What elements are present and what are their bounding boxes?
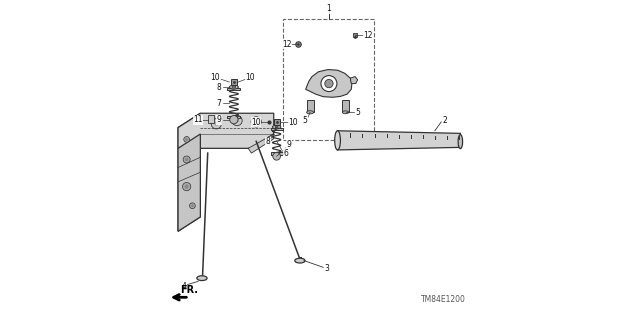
Bar <box>284 19 374 140</box>
Circle shape <box>183 156 190 163</box>
Text: 10: 10 <box>246 73 255 82</box>
Text: 2: 2 <box>443 116 447 125</box>
Text: 7: 7 <box>216 99 221 108</box>
Bar <box>271 128 283 130</box>
Circle shape <box>211 119 221 129</box>
Text: 5: 5 <box>302 116 307 125</box>
Ellipse shape <box>307 111 314 114</box>
Circle shape <box>184 137 189 142</box>
Text: 6: 6 <box>283 149 288 158</box>
Text: 5: 5 <box>355 108 360 117</box>
Text: FR.: FR. <box>180 285 198 295</box>
Polygon shape <box>337 131 460 150</box>
Polygon shape <box>306 70 352 97</box>
Circle shape <box>251 117 261 127</box>
Bar <box>271 152 283 155</box>
Circle shape <box>235 118 239 123</box>
Bar <box>227 116 240 118</box>
Text: 12: 12 <box>363 31 372 40</box>
Text: 8: 8 <box>266 137 270 146</box>
Text: 12: 12 <box>282 40 292 48</box>
Circle shape <box>230 115 238 124</box>
Text: 9: 9 <box>287 140 291 149</box>
Circle shape <box>232 115 242 126</box>
Bar <box>342 100 349 112</box>
Text: 4: 4 <box>181 282 186 291</box>
Polygon shape <box>178 113 200 231</box>
Text: 8: 8 <box>216 83 221 92</box>
Ellipse shape <box>342 111 349 114</box>
Circle shape <box>321 76 337 92</box>
Text: 10: 10 <box>252 118 261 127</box>
Circle shape <box>189 203 195 209</box>
Ellipse shape <box>273 125 281 129</box>
Text: TM84E1200: TM84E1200 <box>420 295 465 304</box>
Circle shape <box>182 182 191 191</box>
Ellipse shape <box>232 86 236 88</box>
Ellipse shape <box>335 131 340 150</box>
Polygon shape <box>350 77 358 84</box>
Text: 1: 1 <box>326 4 332 13</box>
Text: 3: 3 <box>324 264 330 273</box>
Bar <box>307 100 314 112</box>
Polygon shape <box>248 134 274 153</box>
Circle shape <box>184 184 189 189</box>
Ellipse shape <box>295 258 305 263</box>
Text: 11: 11 <box>193 115 203 124</box>
Ellipse shape <box>275 126 278 128</box>
Circle shape <box>324 79 333 88</box>
Bar <box>208 115 214 123</box>
Circle shape <box>185 158 188 161</box>
Circle shape <box>254 120 259 124</box>
Circle shape <box>214 122 218 126</box>
Ellipse shape <box>458 135 463 149</box>
Circle shape <box>191 204 194 207</box>
Text: 9: 9 <box>216 115 221 124</box>
Text: 10: 10 <box>288 118 298 127</box>
Ellipse shape <box>229 85 238 89</box>
Polygon shape <box>178 134 200 231</box>
Circle shape <box>273 152 280 160</box>
Text: 10: 10 <box>211 73 220 82</box>
Circle shape <box>185 138 188 141</box>
Polygon shape <box>178 113 274 148</box>
Bar <box>227 88 240 90</box>
Ellipse shape <box>197 276 207 281</box>
